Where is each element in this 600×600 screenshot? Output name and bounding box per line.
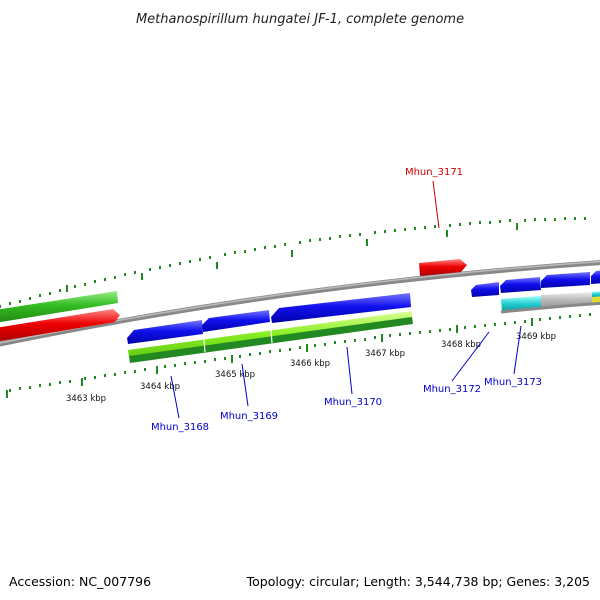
connector-mhun3169 — [241, 363, 249, 407]
reverse-cds-right-2 — [591, 270, 600, 284]
connector-mhun3172 — [451, 331, 490, 382]
forward-cds-mhun3171 — [419, 259, 467, 276]
connector-mhun3168 — [170, 375, 180, 419]
gene-label-mhun3171: Mhun_3171 — [405, 167, 463, 178]
outer-tick-track — [0, 217, 586, 308]
forward-feature-green-left — [0, 291, 118, 323]
scale-label-3469: 3469 kbp — [516, 332, 556, 342]
connector-mhun3170 — [346, 346, 353, 395]
feature-divider-2 — [270, 329, 273, 344]
reverse-cds-mhun3169 — [202, 310, 270, 332]
reverse-strand-features — [127, 270, 600, 363]
gene-label-mhun3173: Mhun_3173 — [484, 377, 542, 388]
grey-feature — [541, 292, 592, 307]
scale-label-3466: 3466 kbp — [290, 359, 330, 369]
gene-label-mhun3170: Mhun_3170 — [324, 397, 382, 408]
scale-label-3468: 3468 kbp — [441, 340, 481, 350]
connector-mhun3171 — [432, 180, 440, 229]
scale-label-3467: 3467 kbp — [365, 349, 405, 359]
gene-label-mhun3168: Mhun_3168 — [151, 422, 209, 433]
connector-mhun3173 — [513, 325, 522, 375]
reverse-cds-mhun3168 — [127, 320, 203, 344]
accession-text: Accession: NC_007796 — [9, 574, 151, 589]
gene-labels: Mhun_3171 Mhun_3168 Mhun_3169 Mhun_3170 … — [151, 167, 542, 433]
inner-backbone-right — [500, 301, 600, 314]
feature-divider-1 — [203, 339, 206, 353]
outer-minor-ticks — [0, 217, 586, 308]
reverse-rna-band-dark — [129, 317, 413, 363]
scale-label-3464: 3464 kbp — [140, 382, 180, 392]
outer-major-ticks — [66, 223, 518, 292]
reverse-cds-mhun3173 — [500, 277, 541, 293]
forward-strand-features — [0, 259, 467, 342]
scale-labels: 3463 kbp 3464 kbp 3465 kbp 3466 kbp 3467… — [66, 332, 556, 404]
reverse-cds-mhun3172 — [471, 282, 499, 297]
cyan-feature-right — [592, 291, 600, 298]
reverse-cds-right-1 — [541, 272, 590, 288]
reverse-cds-mhun3170 — [271, 293, 411, 323]
gene-label-mhun3172: Mhun_3172 — [423, 384, 481, 395]
gene-label-connectors — [170, 180, 522, 419]
inner-major-ticks — [6, 318, 533, 398]
genome-summary-text: Topology: circular; Length: 3,544,738 bp… — [246, 574, 590, 589]
inner-minor-ticks — [9, 313, 591, 392]
map-title: Methanospirillum hungatei JF-1, complete… — [136, 12, 464, 27]
gene-label-mhun3169: Mhun_3169 — [220, 411, 278, 422]
forward-cds-red-left — [0, 309, 120, 342]
yellow-feature-right — [592, 296, 600, 303]
reverse-rna-band-light — [128, 311, 412, 357]
inner-tick-track — [6, 313, 591, 398]
scale-label-3463: 3463 kbp — [66, 394, 106, 404]
scale-label-3465: 3465 kbp — [215, 370, 255, 380]
